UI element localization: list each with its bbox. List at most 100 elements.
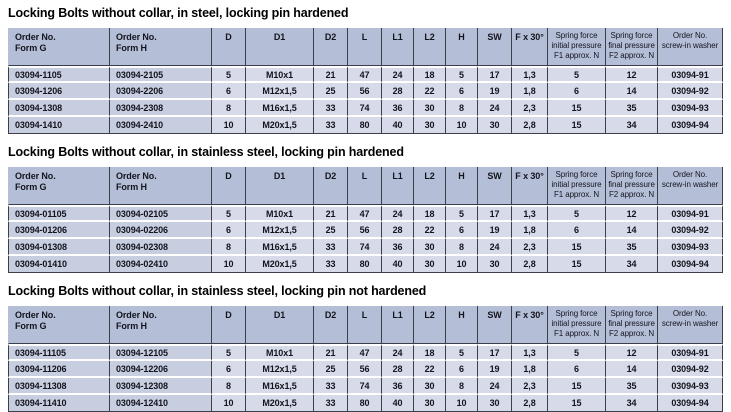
cell: 03094-12206: [110, 361, 212, 378]
cell: 6: [548, 222, 606, 239]
cell: 03094-01308: [8, 239, 110, 256]
cell: 8: [212, 378, 246, 395]
column-header: Spring force initial pressure F1 approx.…: [548, 28, 606, 66]
product-table: Order No. Form G Order No. Form H D D1 D2 L L1…: [8, 28, 723, 134]
cell: 03094-11308: [8, 378, 110, 395]
cell: 03094-92: [658, 361, 723, 378]
cell: 8: [446, 100, 478, 117]
column-header: F x 30°: [512, 167, 548, 205]
cell: 17: [478, 344, 512, 361]
column-header: H: [446, 167, 478, 205]
cell: 12: [606, 205, 658, 222]
cell: 30: [478, 395, 512, 412]
cell: 03094-11105: [8, 344, 110, 361]
cell: 56: [348, 83, 382, 100]
cell: 33: [314, 100, 348, 117]
section-title: Locking Bolts without collar, in stainle…: [8, 145, 404, 159]
cell: 03094-2206: [110, 83, 212, 100]
cell: 15: [548, 100, 606, 117]
cell: 10: [212, 256, 246, 273]
column-header: SW: [478, 167, 512, 205]
cell: M12x1,5: [246, 83, 314, 100]
section-steel-hardened: Locking Bolts without collar, in steel, …: [8, 6, 723, 134]
cell: 6: [446, 222, 478, 239]
cell: 15: [548, 395, 606, 412]
cell: 35: [606, 378, 658, 395]
cell: 19: [478, 222, 512, 239]
cell: 2,3: [512, 100, 548, 117]
cell: 24: [478, 100, 512, 117]
cell: 1,8: [512, 222, 548, 239]
cell: 2,8: [512, 256, 548, 273]
table-row: 03094-01206 03094-02206 6 M12x1,5 25 56 28 22 6 1…: [8, 222, 723, 239]
table-row: 03094-1206 03094-2206 6 M12x1,5 25 56 28 22 6 19 1…: [8, 83, 723, 100]
cell: 10: [212, 395, 246, 412]
cell: 40: [382, 256, 414, 273]
table-row: 03094-1105 03094-2105 5 M10x1 21 47 24 18 5 17 1,3…: [8, 66, 723, 83]
cell: 03094-12410: [110, 395, 212, 412]
cell: 34: [606, 395, 658, 412]
column-header: L1: [382, 28, 414, 66]
column-header: L: [348, 306, 382, 344]
cell: 34: [606, 117, 658, 134]
cell: 19: [478, 361, 512, 378]
cell: 80: [348, 256, 382, 273]
cell: M12x1,5: [246, 361, 314, 378]
cell: 03094-92: [658, 222, 723, 239]
cell: 1,3: [512, 205, 548, 222]
cell: 56: [348, 361, 382, 378]
cell: 2,3: [512, 378, 548, 395]
cell: 6: [212, 83, 246, 100]
table-row: 03094-11308 03094-12308 8 M16x1,5 33 74 36 30 8 2…: [8, 378, 723, 395]
section-stainless-not-hardened: Locking Bolts without collar, in stainle…: [8, 284, 723, 412]
header-row: Order No. Form G Order No. Form H D D1 D2 L L1…: [8, 167, 723, 205]
cell: 6: [548, 361, 606, 378]
cell: 03094-91: [658, 344, 723, 361]
cell: 12: [606, 344, 658, 361]
column-header: H: [446, 28, 478, 66]
cell: 10: [446, 256, 478, 273]
cell: M20x1,5: [246, 395, 314, 412]
cell: 24: [382, 66, 414, 83]
cell: 6: [446, 83, 478, 100]
column-header: D1: [246, 306, 314, 344]
cell: 5: [446, 344, 478, 361]
cell: 35: [606, 239, 658, 256]
cell: 2,3: [512, 239, 548, 256]
cell: 22: [414, 83, 446, 100]
header-row: Order No. Form G Order No. Form H D D1 D2 L L1…: [8, 306, 723, 344]
cell: 03094-2308: [110, 100, 212, 117]
cell: 10: [446, 395, 478, 412]
cell: 12: [606, 66, 658, 83]
cell: 03094-91: [658, 205, 723, 222]
cell: 21: [314, 344, 348, 361]
cell: 6: [212, 222, 246, 239]
column-header: D2: [314, 306, 348, 344]
column-header: D2: [314, 167, 348, 205]
cell: 28: [382, 222, 414, 239]
cell: 34: [606, 256, 658, 273]
cell: 33: [314, 395, 348, 412]
column-header: SW: [478, 28, 512, 66]
cell: 5: [446, 205, 478, 222]
cell: 03094-1308: [8, 100, 110, 117]
cell: 36: [382, 100, 414, 117]
column-header: Spring force initial pressure F1 approx.…: [548, 167, 606, 205]
column-header: L2: [414, 167, 446, 205]
cell: 03094-93: [658, 100, 723, 117]
cell: 30: [478, 117, 512, 134]
cell: 03094-01410: [8, 256, 110, 273]
cell: 24: [382, 344, 414, 361]
table-row: 03094-01308 03094-02308 8 M16x1,5 33 74 36 30 8 2…: [8, 239, 723, 256]
cell: 5: [212, 205, 246, 222]
cell: 03094-1206: [8, 83, 110, 100]
column-header: Order No. Form G: [8, 167, 110, 205]
cell: 47: [348, 344, 382, 361]
cell: 25: [314, 222, 348, 239]
cell: 5: [548, 205, 606, 222]
cell: 5: [446, 66, 478, 83]
column-header: Spring force final pressure F2 approx. N: [606, 306, 658, 344]
cell: M12x1,5: [246, 222, 314, 239]
cell: 6: [446, 361, 478, 378]
cell: 8: [446, 378, 478, 395]
